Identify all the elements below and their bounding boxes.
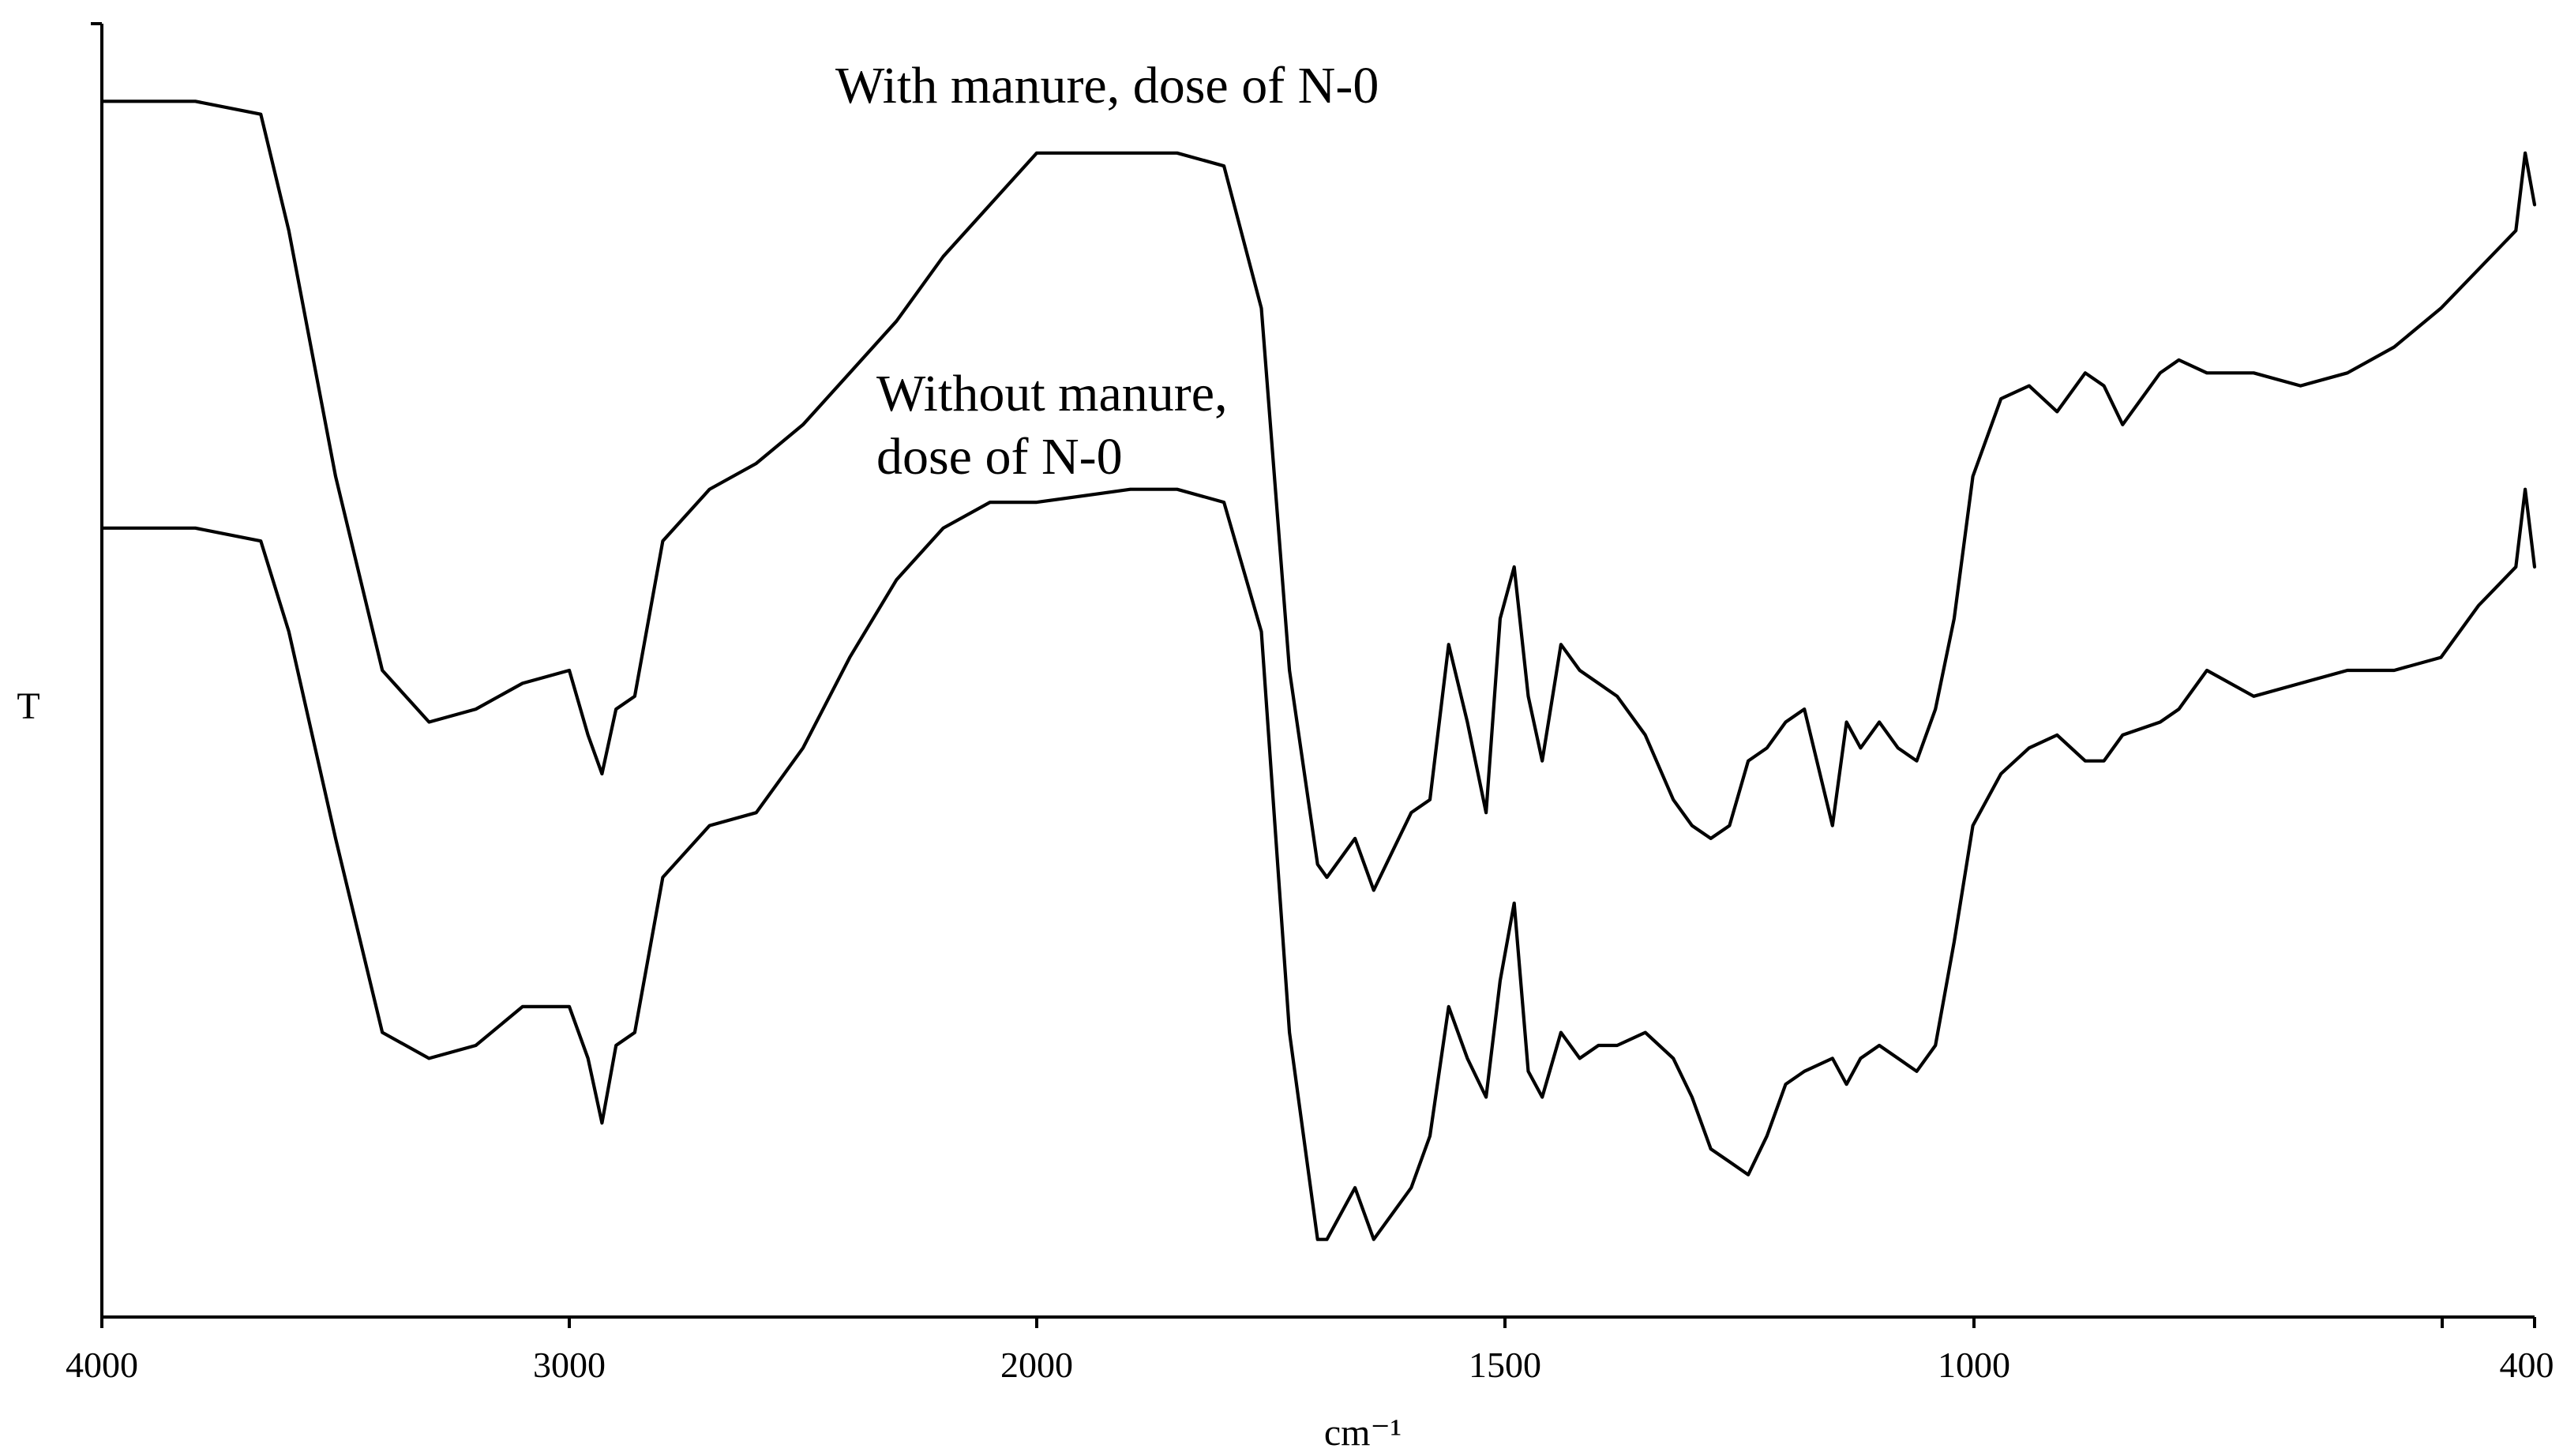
x-tick-label-1000: 1000 xyxy=(1938,1345,2010,1385)
x-tick-label-2000: 2000 xyxy=(1000,1345,1073,1385)
series-with-manure xyxy=(99,99,2537,892)
y-axis-label: T xyxy=(17,685,39,727)
series-layer xyxy=(99,99,2537,1241)
x-tick-label-4000: 4000 xyxy=(66,1345,138,1385)
series-line xyxy=(99,487,2537,1241)
x-tick-label-3000: 3000 xyxy=(533,1345,606,1385)
series-line xyxy=(99,99,2537,892)
x-tick-label-400: 400 xyxy=(2500,1345,2554,1385)
annotation-with-manure: With manure, dose of N-0 xyxy=(835,57,1379,114)
annotation-without-manure-line1: Without manure, xyxy=(876,365,1228,422)
x-tick-labels: 4000 3000 2000 1500 1000 400 xyxy=(66,1345,2554,1385)
series-without-manure xyxy=(99,487,2537,1241)
x-axis-label: cm⁻¹ xyxy=(1324,1412,1402,1454)
annotation-without-manure-line2: dose of N-0 xyxy=(876,428,1123,486)
plot-area: 4000 3000 2000 1500 1000 400 cm⁻¹ T With… xyxy=(17,22,2554,1454)
x-tick-label-1500: 1500 xyxy=(1469,1345,1541,1385)
x-ticks xyxy=(100,1317,2536,1328)
